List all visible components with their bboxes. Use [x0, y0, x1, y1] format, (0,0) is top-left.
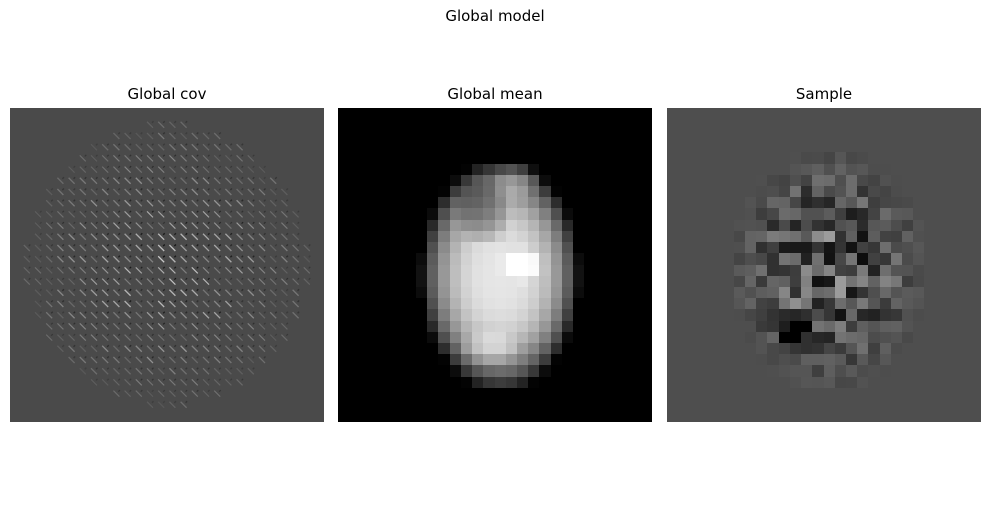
global-cov-image	[10, 108, 324, 422]
sample-title: Sample	[795, 85, 853, 103]
global-mean-canvas	[338, 108, 652, 422]
figure-title: Global model	[445, 7, 545, 25]
global-mean-image	[338, 108, 652, 422]
global-cov-title: Global cov	[127, 85, 207, 103]
global-mean-title: Global mean	[447, 85, 543, 103]
sample-image	[667, 108, 981, 422]
global-cov-canvas	[10, 108, 324, 422]
sample-canvas	[667, 108, 981, 422]
